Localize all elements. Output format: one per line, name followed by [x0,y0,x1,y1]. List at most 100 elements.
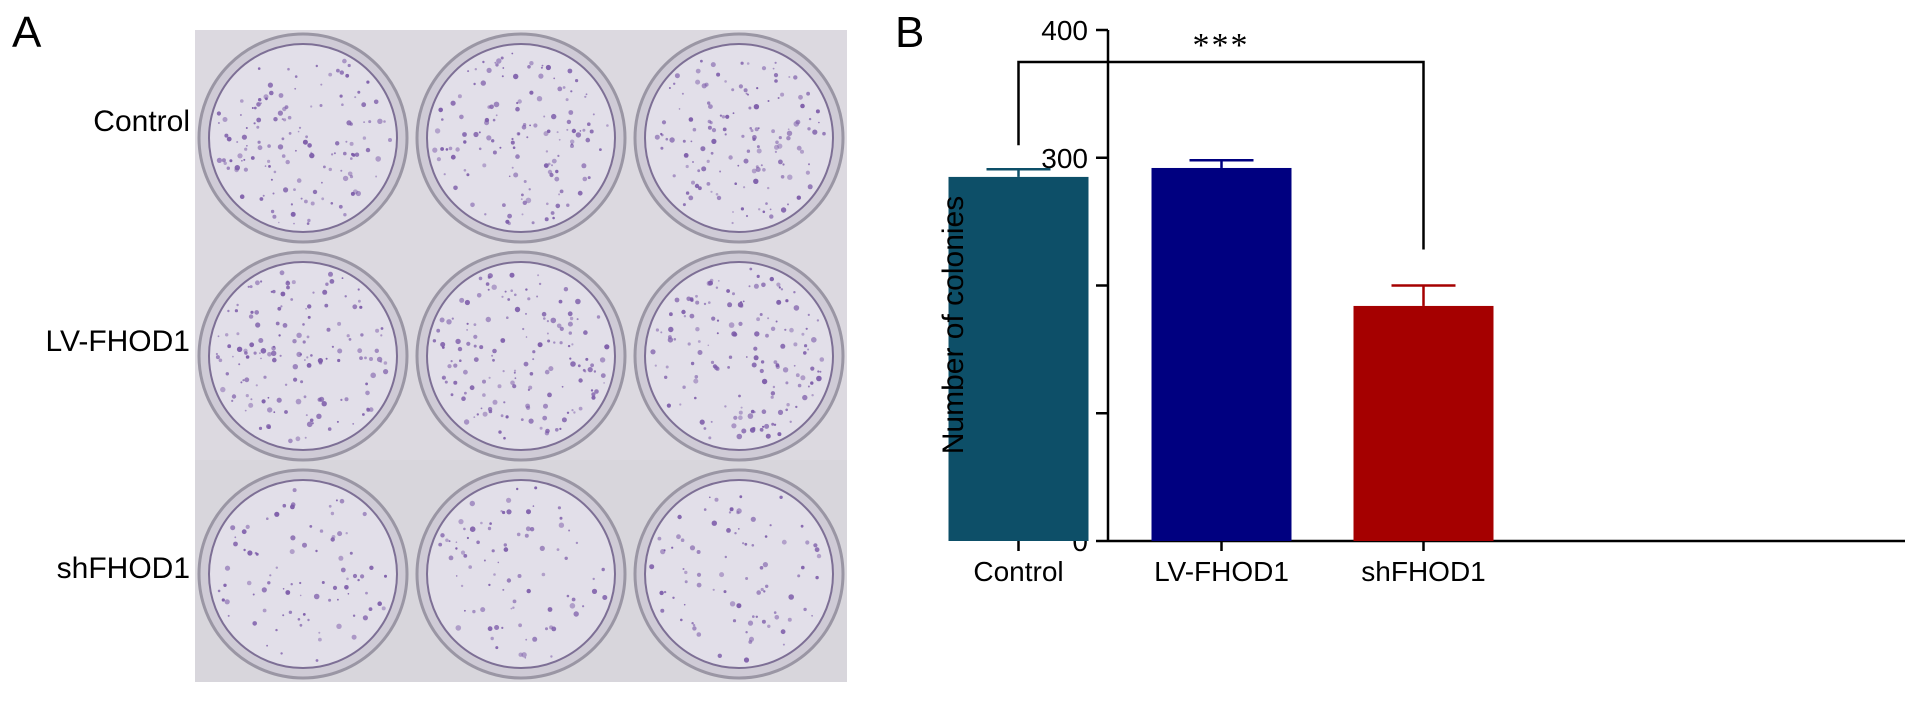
culture-well [197,250,409,462]
colony-dot [742,300,745,303]
colony-dot [729,601,736,607]
colony-dot [543,163,549,169]
colony-dot [736,508,742,514]
colony-dot [217,335,220,338]
colony-dot [453,380,458,385]
colony-dot [788,76,791,78]
colony-dot [787,128,790,131]
colony-dot [532,350,536,354]
colony-dot [753,178,759,184]
colony-dot [521,193,524,197]
colony-dot [503,547,509,552]
colony-dot [473,416,476,418]
colony-dot [263,375,267,379]
colony-dot [700,146,706,152]
colony-dot [581,163,587,169]
colony-dot [347,171,353,177]
colony-dot [710,62,716,68]
colony-dot [736,433,743,440]
colony-dot [747,620,754,626]
colony-dot [229,159,233,163]
colony-dot [543,317,546,320]
colony-dot [288,438,293,444]
colony-dot [568,331,572,335]
colony-dot [541,64,544,67]
colony-dot [712,588,715,591]
colony-dot [277,306,282,311]
colony-dot [680,618,683,622]
colony-dot [343,213,347,217]
colony-dot [694,396,697,400]
colony-dot [255,384,258,387]
colony-dot [507,298,511,301]
colony-dot [366,80,370,84]
culture-well [197,468,409,680]
colony-dot [267,407,273,413]
colony-dot [491,139,495,143]
colony-dot [227,309,230,313]
colony-dot [557,506,561,510]
colony-dot [678,108,681,110]
colony-dot [660,133,664,137]
colony-dot [296,332,302,338]
colony-dot [272,214,277,219]
colony-dot [708,436,712,440]
colony-dot [239,114,242,116]
colony-dot [460,550,466,555]
colony-dot [785,381,789,385]
colony-dot [217,122,220,124]
colony-dot [223,583,227,587]
colony-dot [710,420,713,423]
colony-dot [243,548,246,552]
colony-dot [816,375,822,382]
colony-dot [703,427,707,430]
colony-dot [689,545,696,551]
colony-dot [336,623,342,629]
colony-dot [748,285,751,288]
colony-dot [514,377,517,380]
colony-dot [523,361,529,367]
colony-dot [585,357,589,361]
colony-dot [756,274,760,278]
colony-dot [570,143,573,146]
colony-dot [457,94,462,99]
colony-dot [257,67,261,70]
colony-dot [778,286,781,289]
colony-dot [360,333,364,337]
colony-dot [350,157,353,160]
colony-dot [511,137,514,141]
colony-dot [255,552,259,556]
colony-dot [370,372,376,379]
colony-dot [264,165,267,167]
colony-dot [569,357,572,360]
colony-dot [359,305,363,309]
colony-dot [283,187,289,193]
colony-dot [272,192,275,195]
colony-dot [559,341,563,345]
colony-dot [488,409,493,414]
colony-dot [800,149,804,154]
colony-dot [786,136,791,141]
colony-dot [726,528,731,533]
colony-dot [506,497,512,503]
colony-dot [278,334,281,337]
colony-dot [795,405,798,409]
colony-dot [759,566,764,570]
colony-dot [276,397,282,403]
colony-dot [773,360,778,364]
colony-dot [318,637,322,642]
colony-dot [537,342,543,348]
colony-dot [521,125,527,130]
colony-dot [773,611,777,614]
colony-dot [244,351,248,355]
colony-dot [695,68,701,74]
colony-dot [753,104,760,110]
colony-dot [491,354,494,357]
colony-dot [258,426,263,430]
colony-dot [502,67,505,69]
colony-dot [340,169,343,172]
colony-dot [263,94,269,100]
colony-dot [673,82,676,85]
colony-dot [487,288,490,291]
colony-dot [765,333,769,338]
